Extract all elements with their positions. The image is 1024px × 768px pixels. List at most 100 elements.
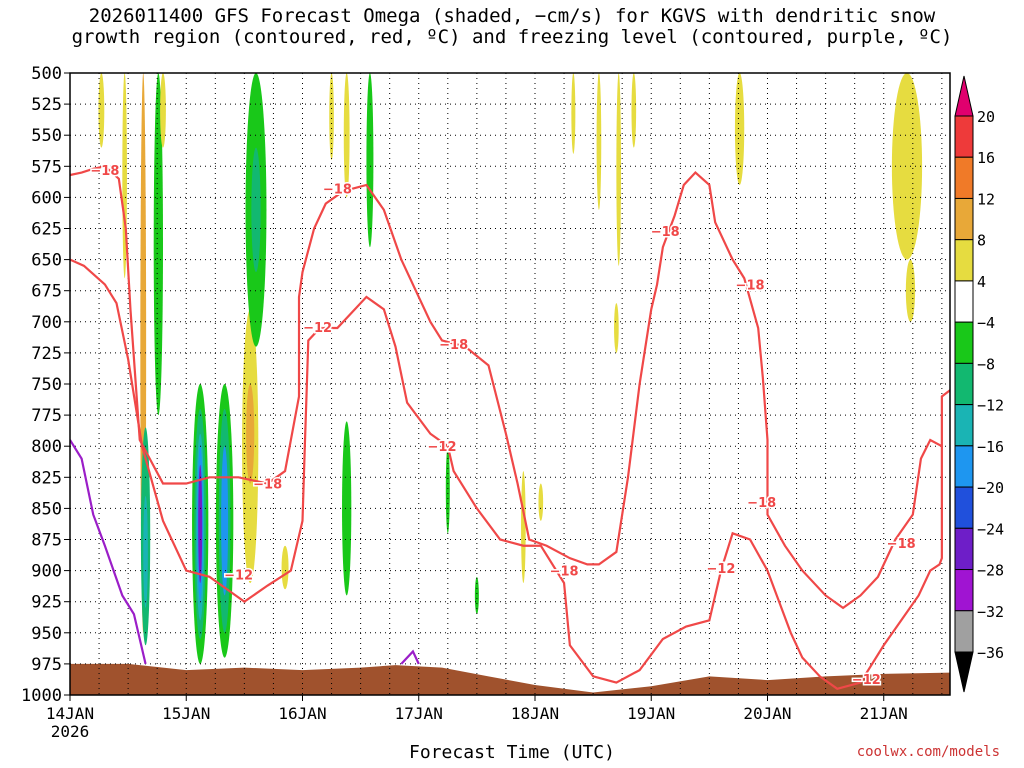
x-tick-sublabel: 2026 [51,722,90,741]
omega-region-3 [153,73,163,416]
y-tick-label: 600 [31,188,62,208]
credit-text: coolwx.com/models [856,744,1000,760]
colorbar-segment-11 [954,569,974,612]
colorbar-top-arrow [954,75,974,117]
omega-region-20 [366,73,374,248]
omega-region-14 [221,446,229,596]
colorbar-segment-1 [954,156,974,199]
omega-region-6 [143,495,148,608]
y-tick-label: 675 [31,282,62,302]
colorbar-segment-10 [954,527,974,571]
omega-region-18 [251,147,261,273]
colorbar-label: 16 [977,149,995,167]
x-tick-label: 14JAN [46,704,94,723]
colorbar-label: 12 [977,190,995,208]
colorbar-segment-8 [954,445,974,488]
omega-region-23 [329,73,334,161]
ground-layer [70,663,950,695]
y-tick-label: 700 [31,313,62,333]
colorbar-label: −32 [977,603,1004,621]
colorbar-segment-12 [954,610,974,653]
y-tick-label: 950 [31,624,62,644]
y-tick-label: 825 [31,468,62,488]
colorbar-segment-7 [954,404,974,447]
omega-region-0 [98,73,105,148]
colorbar-label: 20 [977,108,995,126]
omega-shading [98,73,923,664]
temperature-contours [70,165,950,690]
contour-label-10: −12 [428,440,457,455]
contour-label-9: −12 [303,321,332,336]
colorbar-label: −20 [977,479,1004,497]
omega-region-30 [614,303,619,353]
colorbar-label: −4 [977,314,995,332]
contour-label-0: −18 [90,164,119,179]
contour-label-2: −18 [651,225,680,240]
x-tick-label: 17JAN [395,704,443,723]
omega-region-27 [538,483,544,521]
omega-region-24 [445,446,450,534]
dgz-contour-1 [70,258,950,690]
x-tick-label: 19JAN [627,704,675,723]
dgz-contour-0 [70,165,943,610]
colorbar-label: −24 [977,520,1004,538]
y-tick-label: 500 [31,64,62,84]
omega-region-33 [734,73,745,185]
y-tick-label: 800 [31,437,62,457]
colorbar-label: −12 [977,397,1004,415]
y-tick-label: 625 [31,220,62,240]
x-tick-label: 16JAN [278,704,326,723]
ground-surface [70,663,950,695]
freezing-level-contour-0 [70,439,147,665]
colorbar: 20 16 12 8 4 −4 −8 −12 −16 −20 −24 −28 −32 −36 [954,75,1004,693]
omega-region-11 [198,464,203,584]
y-tick-label: 650 [31,251,62,271]
colorbar-bottom-arrow [954,651,974,693]
contour-label-4: −18 [439,338,468,353]
omega-region-22 [342,421,352,596]
contour-label-5: −18 [253,478,282,493]
colorbar-label: −36 [977,644,1004,662]
omega-region-26 [521,471,526,584]
x-tick-label: 15JAN [162,704,210,723]
y-tick-label: 1000 [21,686,62,706]
omega-region-19 [281,545,289,590]
y-tick-label: 975 [31,655,62,675]
x-axis-label: Forecast Time (UTC) [409,742,615,763]
omega-region-32 [631,73,637,148]
contour-label-1: −18 [323,183,352,198]
colorbar-segment-4 [954,280,974,323]
omega-region-4 [160,73,166,148]
x-tick-label: 21JAN [860,704,908,723]
y-tick-label: 725 [31,344,62,364]
colorbar-segment-5 [954,321,974,364]
contour-label-3: −18 [736,278,765,293]
colorbar-label: 8 [977,232,986,250]
contour-labels: −18 −18 −18 −18 −18 −18 −18 −18 −18 −12 −12 −12 −12 −… [89,163,917,690]
colorbar-label: −8 [977,355,995,373]
y-tick-label: 575 [31,157,62,177]
contour-label-12: −12 [706,562,735,577]
colorbar-label: −16 [977,438,1004,456]
contour-label-7: −18 [550,565,579,580]
title-line-1: 2026011400 GFS Forecast Omega (shaded, −… [88,5,936,27]
y-tick-label: 875 [31,531,62,551]
y-tick-label: 525 [31,95,62,115]
colorbar-segment-3 [954,239,974,282]
omega-region-34 [891,73,923,260]
colorbar-label: −28 [977,562,1004,580]
contour-label-13: −12 [852,673,881,688]
y-axis: 500 525 550 575 600 625 650 675 700 725 750 775 800 8… [21,64,70,706]
y-tick-label: 925 [31,593,62,613]
chart-title: 2026011400 GFS Forecast Omega (shaded, −… [0,6,1024,48]
title-line-2: growth region (contoured, red, ºC) and f… [71,26,953,48]
y-tick-label: 550 [31,126,62,146]
y-tick-label: 775 [31,406,62,426]
y-tick-label: 850 [31,499,62,519]
x-tick-label: 20JAN [743,704,791,723]
omega-region-31 [616,73,622,266]
contour-label-8: −18 [887,537,916,552]
omega-region-28 [571,73,576,154]
